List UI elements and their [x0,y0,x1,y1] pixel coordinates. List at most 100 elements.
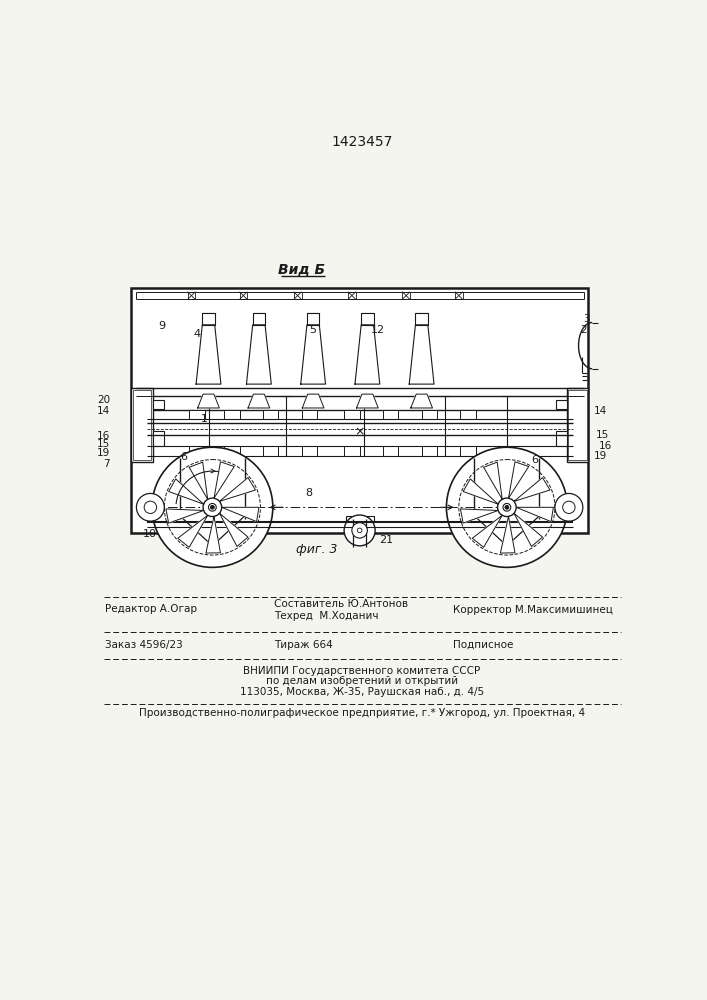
Circle shape [152,447,273,567]
Text: 12: 12 [371,325,385,335]
Text: 15: 15 [97,439,110,449]
Circle shape [498,498,516,517]
Bar [348,292,356,299]
Bar [301,446,317,456]
Text: 8: 8 [305,488,312,498]
Bar [187,292,195,299]
Text: Заказ 4596/23: Заказ 4596/23 [105,640,183,650]
Bar [460,410,476,419]
Circle shape [209,503,216,511]
Circle shape [203,498,222,517]
Circle shape [144,501,156,513]
Text: 20: 20 [97,395,110,405]
Bar [421,410,437,419]
Circle shape [136,493,164,521]
Polygon shape [463,479,498,504]
Bar [240,292,247,299]
Polygon shape [222,507,259,522]
Text: 16: 16 [97,431,110,441]
Polygon shape [178,515,208,547]
Circle shape [555,493,583,521]
Polygon shape [409,325,434,384]
Polygon shape [472,515,502,547]
Text: 14: 14 [97,406,110,416]
Polygon shape [516,507,554,522]
Circle shape [164,460,260,555]
Bar [189,410,204,419]
Polygon shape [361,313,373,325]
Circle shape [446,447,567,567]
Bar [263,410,279,419]
Polygon shape [247,325,271,384]
Circle shape [344,515,375,546]
Bar [383,410,398,419]
Circle shape [211,505,214,509]
Text: по делам изобретений и открытий: по делам изобретений и открытий [266,676,458,686]
Polygon shape [307,313,320,325]
Bar [146,396,573,410]
Text: 16: 16 [598,441,612,451]
Text: 4: 4 [193,329,200,339]
Text: 113035, Москва, Ж-35, Раушская наб., д. 4/5: 113035, Москва, Ж-35, Раушская наб., д. … [240,687,484,697]
Polygon shape [166,509,204,523]
Text: 3: 3 [583,314,590,324]
Text: 1423457: 1423457 [332,135,392,149]
Polygon shape [219,513,248,546]
Polygon shape [411,394,433,408]
Text: 10: 10 [143,529,157,539]
Text: Корректор М.Максимишинец: Корректор М.Максимишинец [452,605,612,615]
Circle shape [459,460,555,555]
Polygon shape [460,509,498,523]
Text: ВНИИПИ Государственного комитета СССР: ВНИИПИ Государственного комитета СССР [243,666,481,676]
Polygon shape [484,462,502,499]
Polygon shape [356,394,378,408]
Bar [566,388,588,462]
Text: 5: 5 [309,325,316,335]
Text: Редактор А.Огар: Редактор А.Огар [105,604,197,614]
Text: 7: 7 [103,459,110,469]
Text: Вид Б: Вид Б [278,263,325,277]
Polygon shape [202,313,215,325]
Text: 1: 1 [201,414,207,424]
Bar [301,410,317,419]
Bar [235,516,255,522]
Polygon shape [219,478,255,501]
Polygon shape [514,478,550,501]
Polygon shape [252,313,265,325]
Text: ×: × [354,425,365,438]
Text: 6: 6 [532,455,539,465]
Text: 19: 19 [97,448,110,458]
Text: 2: 2 [580,325,587,335]
Bar [153,431,163,446]
Polygon shape [169,479,204,504]
Bar [460,446,476,456]
Circle shape [357,528,362,533]
Bar [402,292,410,299]
Bar [344,446,360,456]
Bar [224,446,240,456]
Text: Техред  М.Ходанич: Техред М.Ходанич [274,611,379,621]
Bar [131,388,153,462]
Text: Тираж 664: Тираж 664 [274,640,333,650]
Polygon shape [198,394,219,408]
Text: Подписное: Подписное [452,640,513,650]
Bar [465,516,484,522]
Bar [421,446,437,456]
Text: 9: 9 [158,321,165,331]
Text: Производственно-полиграфическое предприятие, г.* Ужгород, ул. Проектная, 4: Производственно-полиграфическое предприя… [139,708,585,718]
Bar [383,446,398,456]
Text: фиг. 3: фиг. 3 [296,543,338,556]
Polygon shape [214,462,234,498]
Polygon shape [196,325,221,384]
Circle shape [503,503,510,511]
Text: 21: 21 [379,535,393,545]
Bar [153,400,163,409]
Bar [189,446,204,456]
Text: 19: 19 [594,451,607,461]
Polygon shape [189,462,208,499]
Bar [556,400,566,409]
Polygon shape [300,325,325,384]
Circle shape [563,501,575,513]
Bar [346,516,361,522]
Polygon shape [416,313,428,325]
